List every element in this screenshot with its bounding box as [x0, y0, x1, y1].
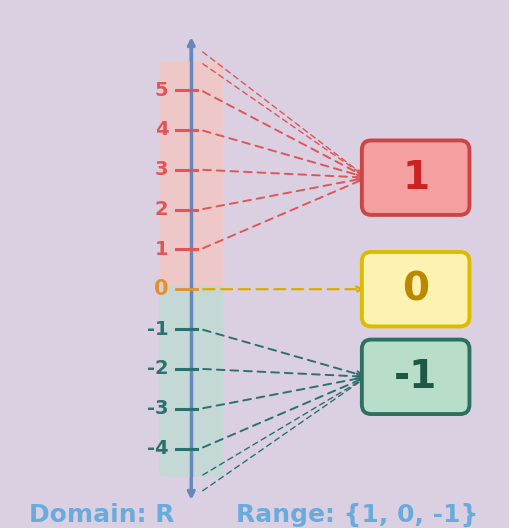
Text: Range: {1, 0, -1}: Range: {1, 0, -1} — [235, 503, 477, 527]
Text: Domain: R: Domain: R — [29, 503, 175, 527]
Text: -1: -1 — [393, 358, 436, 396]
Text: -1: -1 — [147, 319, 168, 338]
Text: 0: 0 — [402, 270, 428, 308]
Text: 2: 2 — [154, 200, 168, 219]
Text: -3: -3 — [147, 399, 168, 418]
Text: 3: 3 — [155, 160, 168, 179]
Text: -4: -4 — [147, 439, 168, 458]
FancyBboxPatch shape — [361, 252, 468, 326]
FancyBboxPatch shape — [361, 140, 468, 215]
Text: 1: 1 — [154, 240, 168, 259]
Text: 5: 5 — [154, 81, 168, 100]
FancyBboxPatch shape — [361, 340, 468, 414]
FancyBboxPatch shape — [159, 285, 223, 477]
FancyBboxPatch shape — [159, 62, 223, 294]
Text: 1: 1 — [401, 159, 429, 196]
Text: 0: 0 — [154, 279, 168, 299]
Text: 4: 4 — [154, 120, 168, 139]
Text: -2: -2 — [147, 360, 168, 379]
